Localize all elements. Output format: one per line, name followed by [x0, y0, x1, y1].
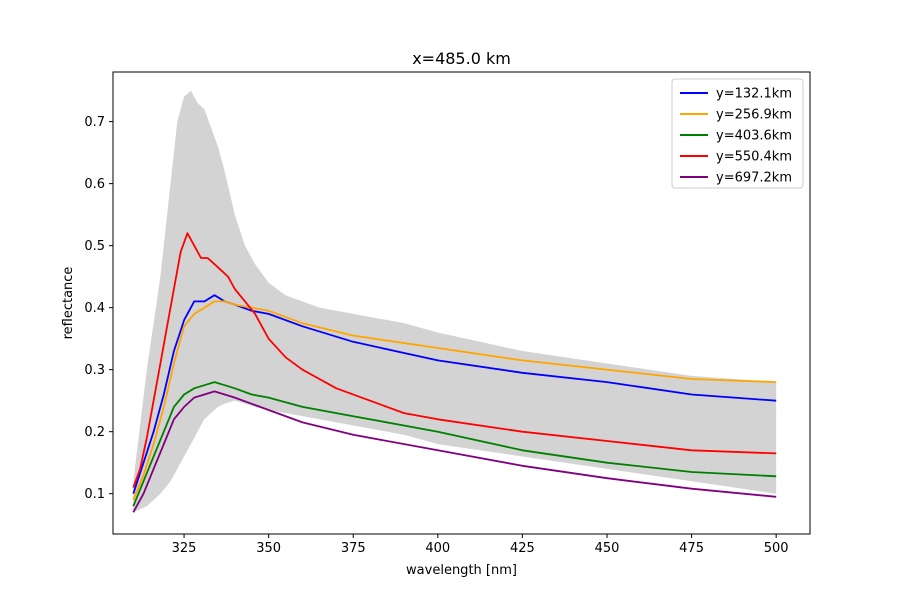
y-tick-label: 0.1: [84, 487, 105, 502]
x-tick-label: 350: [256, 541, 281, 556]
y-tick-label: 0.5: [84, 239, 105, 254]
y-tick-label: 0.2: [84, 425, 105, 440]
y-axis-label: reflectance: [61, 267, 76, 340]
y-tick-label: 0.6: [84, 177, 105, 192]
x-axis-label: wavelength [nm]: [406, 563, 517, 578]
series-layer: [132, 232, 777, 513]
legend-label-5: y=697.2km: [716, 171, 792, 186]
y-tick-label: 0.3: [84, 363, 105, 378]
x-tick-label: 375: [341, 541, 366, 556]
y-tick-label: 0.7: [84, 115, 105, 130]
chart-title: x=485.0 km: [412, 49, 511, 68]
envelope-band: [133, 90, 777, 513]
legend-label-2: y=256.9km: [716, 108, 792, 123]
x-tick-label: 325: [172, 541, 197, 556]
legend-label-1: y=132.1km: [716, 87, 792, 102]
y-tick-label: 0.4: [84, 301, 105, 316]
x-tick-label: 500: [764, 541, 789, 556]
x-tick-label: 450: [595, 541, 620, 556]
x-tick-label: 400: [425, 541, 450, 556]
legend: y=132.1km y=256.9km y=403.6km y=550.4km y=69…: [671, 78, 804, 189]
x-tick-label: 425: [510, 541, 535, 556]
plot-area-frame: [112, 71, 811, 535]
legend-box: [671, 78, 804, 189]
series-line-4: [132, 232, 777, 488]
envelope-layer: [133, 90, 777, 513]
x-tick-label: 475: [679, 541, 704, 556]
legend-label-4: y=550.4km: [716, 150, 792, 165]
y-axis-ticks: 0.1 0.2 0.3 0.4 0.5 0.6 0.7: [84, 115, 113, 502]
series-line-2: [132, 300, 777, 501]
legend-label-3: y=403.6km: [716, 129, 792, 144]
x-axis-ticks: 325 350 375 400 425 450 475 500: [172, 534, 789, 556]
series-line-5: [132, 390, 777, 513]
series-line-3: [132, 381, 777, 507]
